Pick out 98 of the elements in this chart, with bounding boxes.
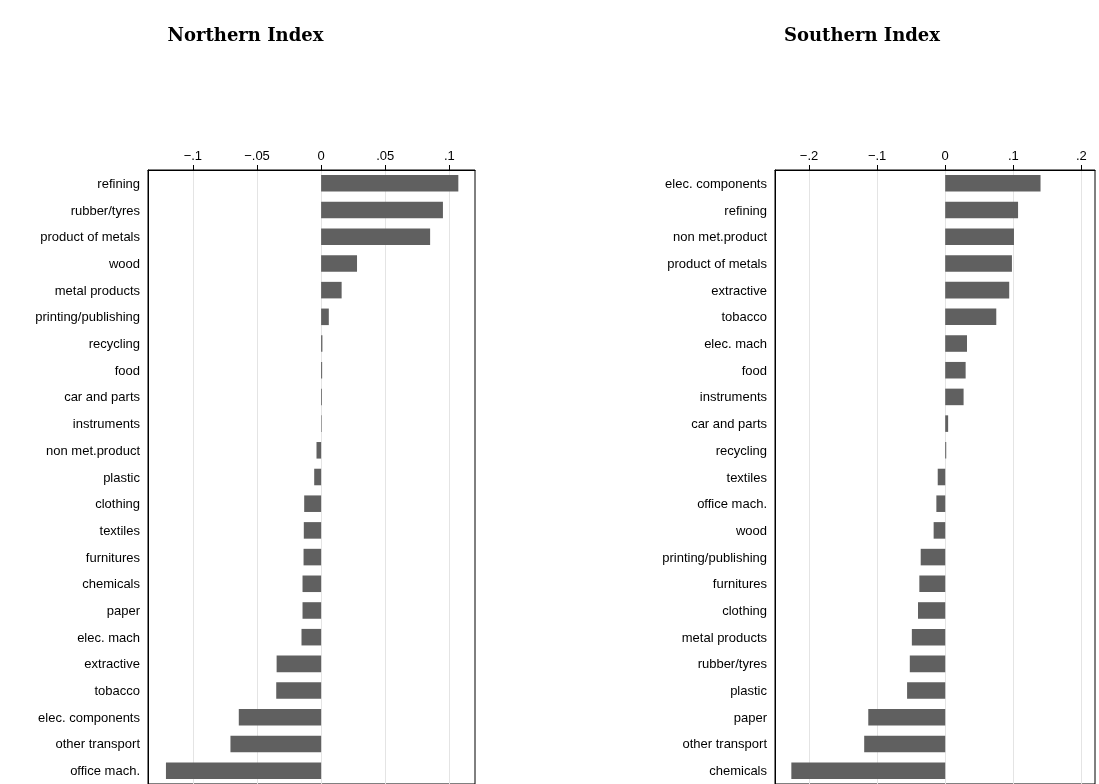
y-tick-label: office mach. [70,763,140,779]
bar [945,415,949,432]
y-tick-label: rubber/tyres [697,656,768,672]
y-tick-label: other transport [682,736,768,752]
y-tick-label: chemicals [709,763,768,779]
bar [945,308,997,326]
bar [321,255,358,272]
y-tick-label: rubber/tyres [70,202,141,218]
bar [920,548,946,566]
x-tick-label: 0 [317,148,325,163]
x-tick-label: −.1 [183,148,203,163]
bar [230,735,322,753]
y-tick-label: non met.product [46,442,141,458]
y-tick-label: chemicals [82,576,141,592]
bar [868,708,946,726]
y-tick-label: textiles [99,522,141,538]
bar [911,628,946,646]
y-tick-label: plastic [103,469,141,485]
x-tick-label: −.2 [799,148,819,163]
bar [165,762,322,779]
bar [937,468,946,486]
y-tick-label: food [741,362,767,378]
y-tick-label: food [114,362,140,378]
bar [238,708,322,726]
y-tick-label: printing/publishing [35,309,140,325]
y-tick-label: recycling [715,442,767,458]
bar [919,575,946,593]
bar [945,361,966,379]
bar [945,228,1014,246]
bar [909,655,946,673]
bar [321,201,443,219]
y-tick-label: instruments [72,416,141,432]
bar [303,522,322,539]
x-tick-label: −.1 [867,148,887,163]
bar [321,228,431,246]
y-tick-label: extractive [84,656,140,672]
x-tick-label: .1 [443,148,455,163]
y-tick-label: office mach. [697,496,767,512]
bar [276,655,322,673]
bar [945,388,964,406]
bar [303,548,322,566]
y-tick-label: metal products [54,282,141,298]
bar [907,682,946,699]
y-tick-label: plastic [730,683,768,699]
bar [945,281,1010,299]
bar [321,308,329,326]
bar [917,602,946,619]
bar [933,522,946,539]
x-tick-label: .2 [1075,148,1087,163]
y-tick-label: tobacco [94,683,140,699]
y-tick-label: paper [106,602,141,618]
y-tick-label: extractive [711,282,767,298]
bar [321,281,342,299]
bar [302,602,322,619]
x-tick-label: 0 [941,148,949,163]
y-tick-label: textiles [726,469,768,485]
bar [945,201,1019,219]
y-tick-label: car and parts [691,416,768,432]
y-tick-label: product of metals [40,229,141,245]
bar [945,175,1041,192]
y-tick-label: metal products [681,629,768,645]
bar [304,495,322,512]
y-tick-label: refining [97,175,140,191]
y-tick-label: printing/publishing [662,549,767,565]
bar [791,762,946,779]
y-tick-label: recycling [88,336,140,352]
chart-title: Southern Index [783,23,941,45]
bar [302,575,322,593]
bar [301,628,322,646]
x-tick-label: .05 [376,148,395,163]
y-tick-label: elec. components [38,709,141,725]
y-tick-label: paper [733,709,768,725]
bar [864,735,946,753]
x-tick-label: −.05 [244,148,270,163]
bar [945,255,1012,272]
y-tick-label: elec. mach [77,629,140,645]
bar [945,335,967,352]
x-tick-label: .1 [1007,148,1019,163]
y-tick-label: wood [734,522,767,538]
y-tick-label: furnitures [85,549,141,565]
y-tick-label: instruments [699,389,768,405]
y-tick-label: clothing [95,496,140,512]
y-tick-label: car and parts [64,389,141,405]
y-tick-label: furnitures [712,576,768,592]
y-tick-label: refining [724,202,767,218]
chart-title: Northern Index [167,23,324,45]
y-tick-label: non met.product [673,229,768,245]
y-tick-label: other transport [55,736,141,752]
bar [314,468,322,486]
bar [321,175,459,192]
bar [276,682,322,699]
y-tick-label: product of metals [667,255,768,271]
y-tick-label: wood [107,255,140,271]
bar [936,495,946,512]
y-tick-label: elec. mach [704,336,767,352]
y-tick-label: elec. components [665,175,768,191]
y-tick-label: tobacco [721,309,767,325]
y-tick-label: clothing [722,602,767,618]
